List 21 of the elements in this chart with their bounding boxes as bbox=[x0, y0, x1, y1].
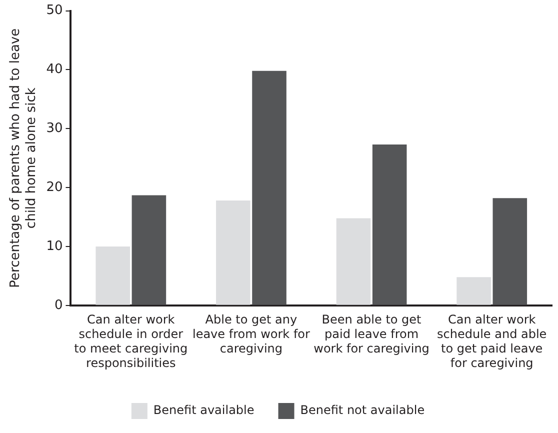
x-tick-label: Can alter work schedule and able to get paid leave for caregiving bbox=[437, 312, 547, 370]
bar bbox=[132, 195, 166, 305]
y-tick-label: 30 bbox=[46, 121, 63, 136]
bar bbox=[252, 70, 286, 305]
bar bbox=[492, 198, 528, 305]
legend-label: Benefit available bbox=[153, 403, 254, 418]
x-tick-label: Able to get any leave from work for caregiving bbox=[192, 312, 310, 356]
y-tick-label: 10 bbox=[46, 238, 63, 254]
x-tick-label: Been able to get paid leave from work for caregiving bbox=[314, 312, 430, 356]
y-tick-label: 0 bbox=[54, 298, 63, 313]
y-tick-label: 20 bbox=[46, 180, 63, 195]
bar bbox=[372, 144, 407, 305]
bar bbox=[336, 218, 371, 305]
y-axis-title: Percentage of parents who had to leave child home alone sick bbox=[8, 28, 39, 288]
bar bbox=[456, 277, 491, 305]
bar bbox=[96, 246, 130, 305]
y-tick-label: 50 bbox=[46, 3, 63, 18]
legend-label: Benefit not available bbox=[300, 403, 425, 418]
bar bbox=[216, 200, 250, 305]
x-tick-label: Can alter work schedule in order to meet caregiving responsibilities bbox=[74, 312, 188, 370]
y-tick-label: 40 bbox=[46, 62, 63, 78]
